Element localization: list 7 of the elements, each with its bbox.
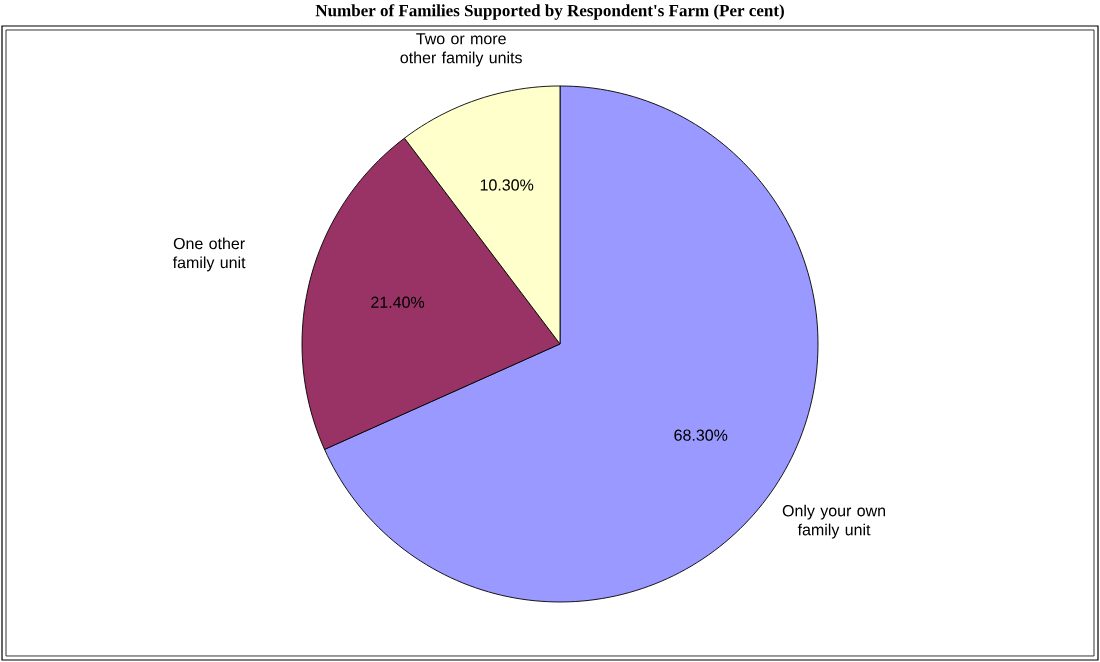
slice-label: Two or more other family units xyxy=(400,33,522,67)
data-label: 21.40% xyxy=(371,296,425,308)
slice-label: Only your own family unit xyxy=(782,504,886,539)
chart-title: Number of Families Supported by Respondent's Farm (Per cent) xyxy=(315,4,784,20)
slice-label: One other family unit xyxy=(172,237,246,272)
data-label: 68.30% xyxy=(674,429,728,441)
data-label: 10.30% xyxy=(480,179,534,191)
